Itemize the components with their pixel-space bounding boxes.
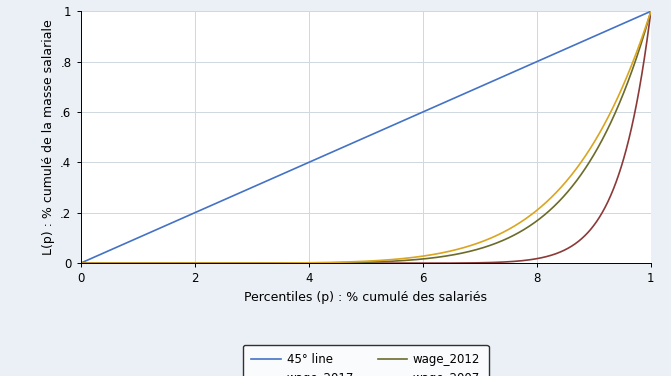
wage_2007 [647, 9, 655, 14]
Line: wage_2017: wage_2017 [81, 11, 651, 263]
wage_2012 [647, 9, 655, 14]
Line: 45° line: 45° line [81, 11, 651, 263]
Legend: 45° line, wage_2017, wage_2012, wage_2007: 45° line, wage_2017, wage_2012, wage_200… [243, 345, 488, 376]
Y-axis label: L(p) : % cumulé de la masse salariale: L(p) : % cumulé de la masse salariale [42, 20, 55, 255]
45° line [105, 248, 113, 253]
wage_2007 [105, 261, 113, 265]
wage_2017 [647, 9, 655, 14]
wage_2017 [339, 261, 347, 265]
wage_2007 [525, 214, 533, 218]
wage_2012 [354, 260, 362, 265]
45° line [630, 17, 638, 21]
wage_2007 [630, 56, 638, 61]
wage_2017 [525, 258, 533, 262]
45° line [630, 16, 638, 21]
wage_2017 [76, 261, 85, 265]
wage_2017 [354, 261, 362, 265]
wage_2007 [354, 259, 362, 264]
45° line [525, 62, 533, 67]
wage_2012 [630, 62, 638, 67]
X-axis label: Percentiles (p) : % cumulé des salariés: Percentiles (p) : % cumulé des salariés [244, 291, 487, 304]
wage_2012 [525, 224, 533, 228]
Line: wage_2007: wage_2007 [81, 11, 651, 263]
wage_2012 [76, 261, 85, 265]
wage_2007 [630, 57, 638, 61]
wage_2012 [630, 63, 638, 67]
wage_2012 [339, 261, 347, 265]
wage_2017 [630, 113, 638, 117]
45° line [354, 138, 362, 143]
wage_2007 [339, 260, 347, 264]
wage_2017 [630, 114, 638, 118]
wage_2007 [76, 261, 85, 265]
Line: wage_2012: wage_2012 [81, 11, 651, 263]
wage_2017 [105, 261, 113, 265]
45° line [647, 9, 655, 14]
45° line [76, 261, 85, 265]
wage_2012 [105, 261, 113, 265]
45° line [339, 145, 347, 150]
